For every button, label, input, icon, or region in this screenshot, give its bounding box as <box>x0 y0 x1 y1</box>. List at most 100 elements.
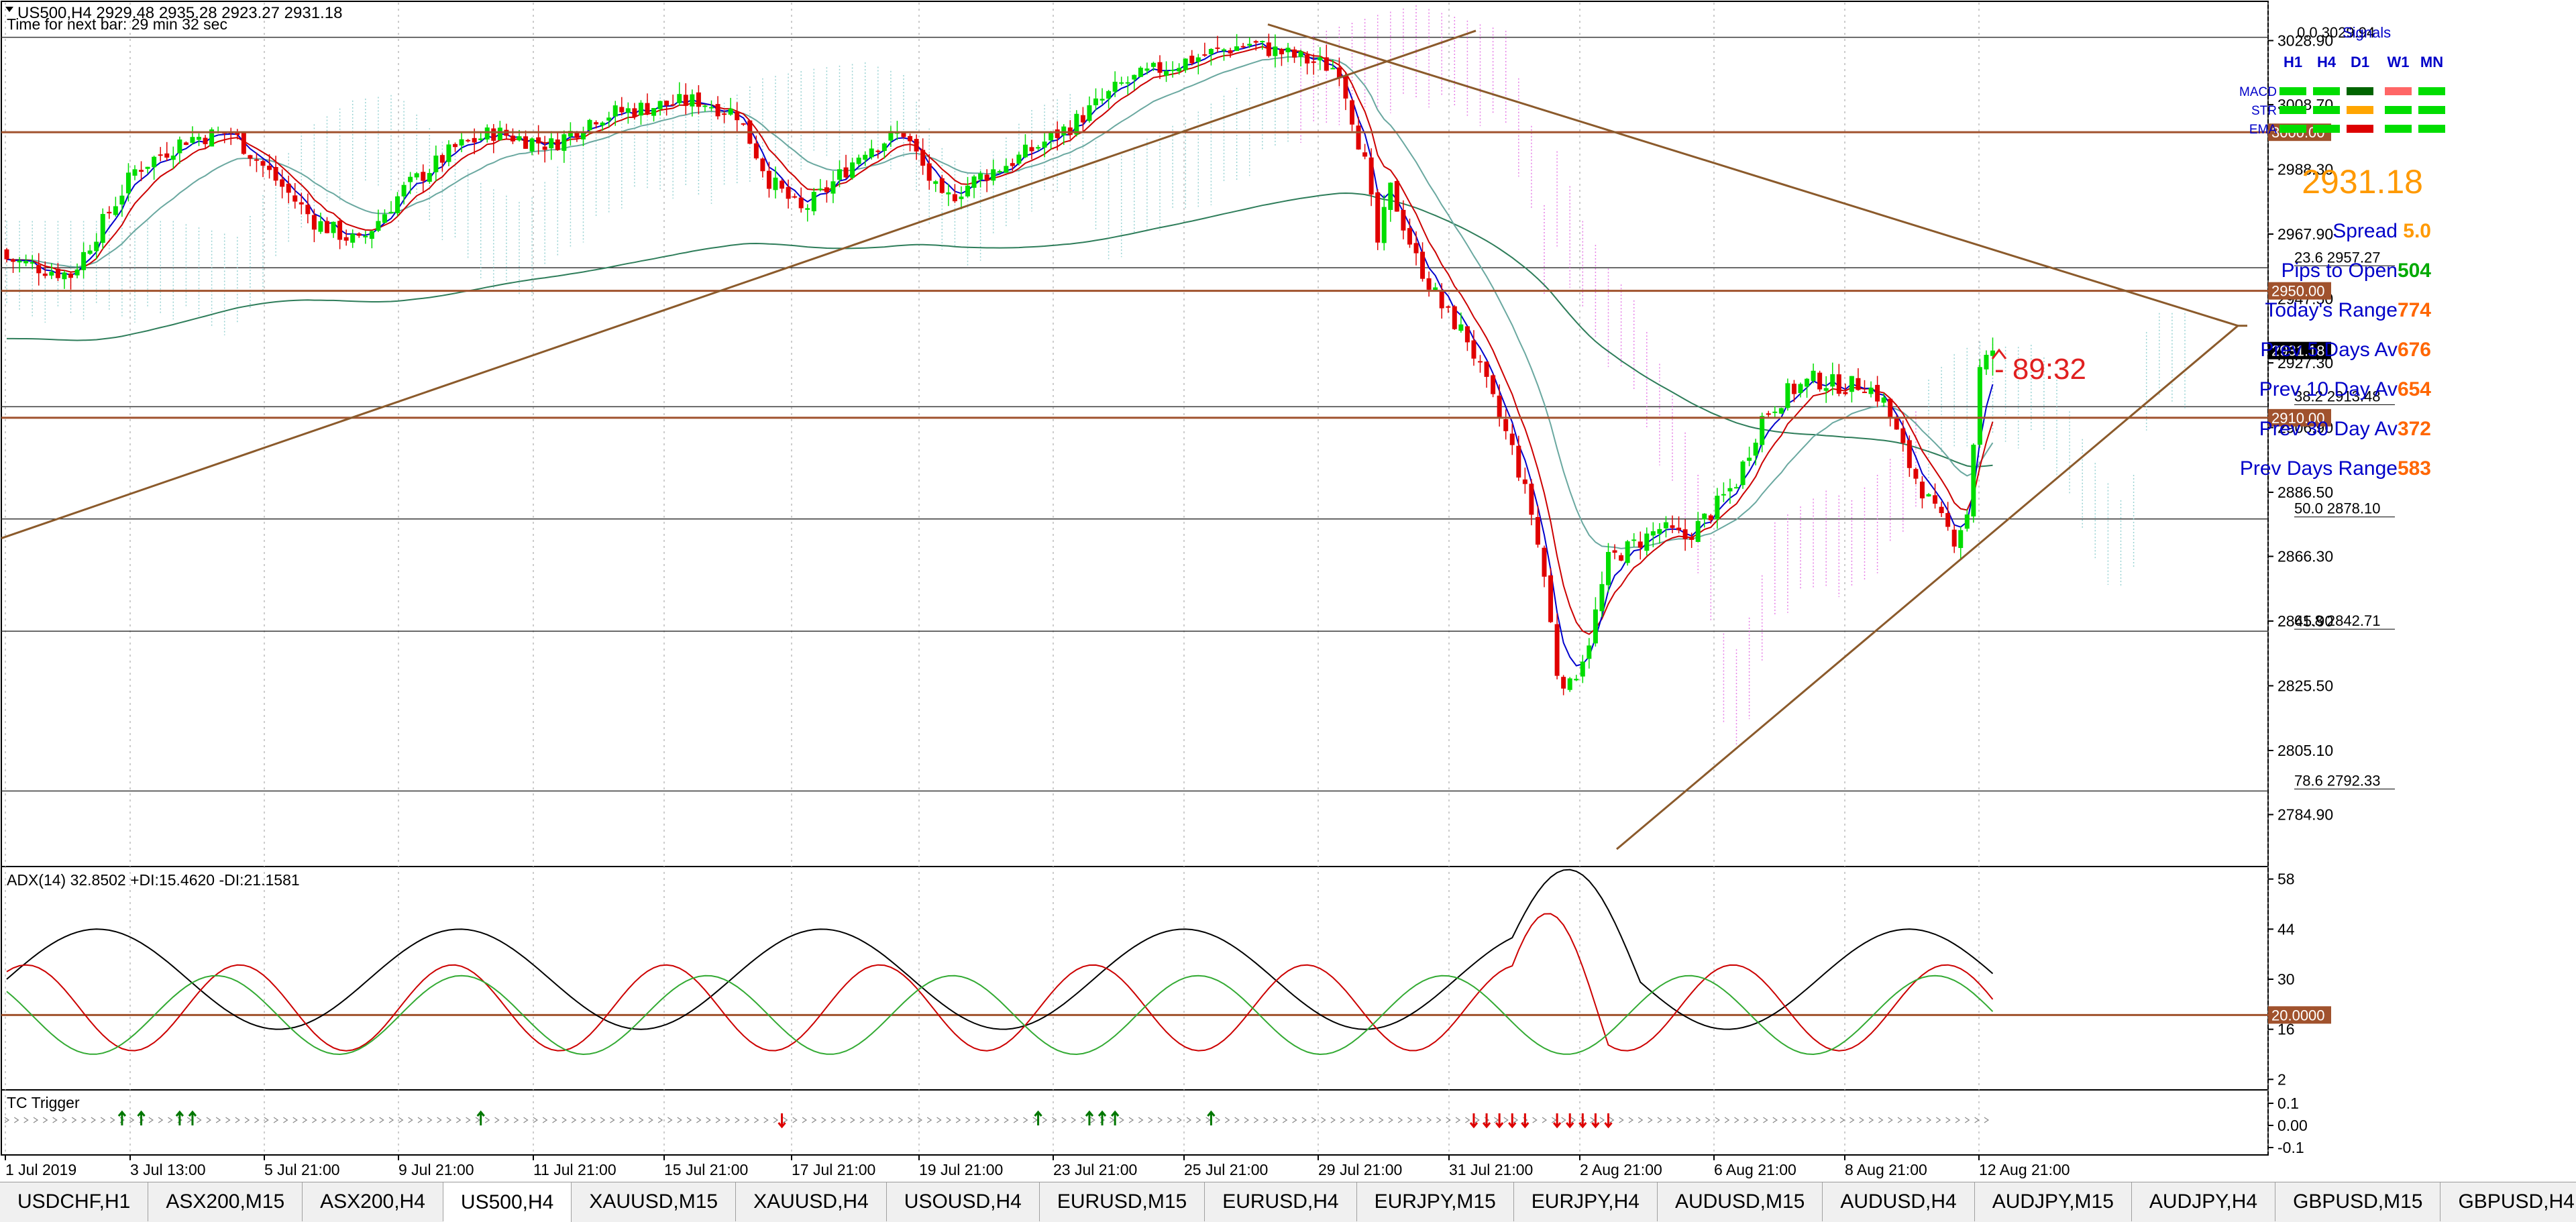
candle-body <box>1478 361 1483 363</box>
trend-line[interactable] <box>1 30 1477 539</box>
candle-body <box>1067 127 1073 135</box>
candle-body <box>1234 46 1240 51</box>
tc-tick-label: 0.1 <box>2277 1095 2299 1112</box>
candle-body <box>1919 482 1925 499</box>
sell-arrow-icon <box>1591 1113 1600 1129</box>
y-tick-label: 2967.90 <box>2277 225 2333 243</box>
candle-body <box>939 178 945 193</box>
symbol-tab[interactable]: ASX200,H4 <box>303 1182 443 1221</box>
tc-marker <box>350 1117 356 1123</box>
candle-body <box>1554 624 1560 676</box>
symbol-tab[interactable]: AUDUSD,M15 <box>1658 1182 1823 1221</box>
candle-body <box>1106 91 1112 99</box>
symbol-tab[interactable]: EURUSD,M15 <box>1040 1182 1205 1221</box>
collapse-triangle-icon[interactable] <box>5 7 13 12</box>
signal-cell <box>2347 106 2373 114</box>
tc-marker <box>821 1117 826 1123</box>
symbol-tab[interactable]: USDCHF,H1 <box>0 1182 149 1221</box>
tc-marker <box>946 1117 951 1123</box>
buy-arrow-icon <box>117 1110 127 1125</box>
tc-marker <box>4 1117 10 1123</box>
candle-body <box>36 265 42 274</box>
symbol-tab[interactable]: GBPUSD,H4 <box>2440 1182 2576 1221</box>
candle-body <box>1055 129 1060 138</box>
candle-body <box>11 259 16 262</box>
tc-marker <box>1676 1117 1682 1123</box>
candle-body <box>984 174 989 181</box>
symbol-tab[interactable]: AUDJPY,H4 <box>2132 1182 2276 1221</box>
tc-marker <box>455 1117 462 1123</box>
tc-marker <box>1984 1117 1990 1123</box>
candle-body <box>561 134 567 151</box>
symbol-tab[interactable]: AUDJPY,M15 <box>1975 1182 2132 1221</box>
candle-body <box>1298 51 1303 57</box>
symbol-tab[interactable]: XAUUSD,M15 <box>572 1182 737 1221</box>
tc-marker <box>1551 1117 1557 1123</box>
buy-arrow-icon <box>1110 1110 1120 1125</box>
candle-body <box>1849 376 1854 392</box>
candle-body <box>1183 58 1188 70</box>
x-tick-label: 3 Jul 13:00 <box>130 1161 206 1178</box>
trend-line[interactable] <box>1267 23 2239 327</box>
candle-body <box>433 155 439 172</box>
candle-body <box>1676 527 1682 531</box>
candle-body <box>1708 515 1713 520</box>
candle-body <box>1907 440 1912 468</box>
tc-marker <box>1234 1117 1240 1123</box>
candle-body <box>209 129 215 147</box>
signal-cell <box>2279 87 2306 95</box>
symbol-tab[interactable]: USOUSD,H4 <box>887 1182 1040 1221</box>
symbol-tab[interactable]: EURJPY,M15 <box>1357 1182 1514 1221</box>
tc-marker <box>1715 1117 1720 1123</box>
tc-marker <box>1090 1117 1095 1123</box>
candle-body <box>1638 541 1643 548</box>
candle-body <box>439 155 445 163</box>
candle-body <box>197 137 201 140</box>
tc-marker <box>984 1117 990 1123</box>
candle-body <box>612 105 618 117</box>
candle-body <box>62 272 67 280</box>
candle-body <box>1823 388 1829 391</box>
symbol-tab[interactable]: EURJPY,H4 <box>1514 1182 1658 1221</box>
tc-marker <box>283 1117 288 1123</box>
candle-body <box>1503 419 1509 431</box>
tc-marker <box>1013 1117 1019 1123</box>
sell-arrow-icon <box>1552 1113 1562 1129</box>
symbol-tab[interactable]: US500,H4 <box>443 1182 572 1222</box>
candle-body <box>1606 551 1611 586</box>
candle-body <box>42 273 48 276</box>
candle-body <box>267 166 272 170</box>
support-resistance-lines[interactable] <box>1 131 2268 419</box>
sell-arrow-icon <box>1566 1113 1574 1129</box>
symbol-tab[interactable]: EURUSD,H4 <box>1205 1182 1357 1221</box>
tc-marker <box>1244 1117 1250 1123</box>
tc-marker <box>975 1117 980 1123</box>
symbol-tab[interactable]: XAUUSD,H4 <box>736 1182 887 1221</box>
candle-body <box>1933 495 1938 504</box>
tc-marker <box>398 1117 404 1123</box>
timeframe-label: W1 <box>2387 54 2410 70</box>
price-chart[interactable]: 23.6 2957.27 38.2 2913.48 50.0 2878.10 61.8… <box>0 0 2576 1182</box>
tc-marker <box>1042 1117 1048 1123</box>
tc-marker <box>1648 1117 1653 1123</box>
candle-body <box>600 122 605 126</box>
tc-marker <box>965 1117 971 1123</box>
symbol-tab[interactable]: GBPUSD,M15 <box>2275 1182 2441 1221</box>
x-tick-label: 23 Jul 21:00 <box>1053 1161 1137 1178</box>
trend-lines[interactable] <box>1 23 2247 850</box>
candle-body <box>1900 428 1906 443</box>
tc-marker <box>513 1117 519 1123</box>
tc-marker <box>100 1117 106 1123</box>
buy-arrow-icon <box>1207 1110 1216 1125</box>
candle-body <box>1542 547 1547 577</box>
candle-body <box>1004 166 1009 173</box>
countdown-annotation: - 89:32 <box>1994 353 2086 386</box>
y-tick-label: 3028.90 <box>2277 32 2333 49</box>
candle-body <box>1593 609 1598 644</box>
symbol-tab[interactable]: ASX200,M15 <box>148 1182 303 1221</box>
tc-marker <box>581 1117 586 1123</box>
candle-body <box>1285 48 1291 52</box>
candle-body <box>1830 374 1835 387</box>
symbol-tab[interactable]: AUDUSD,H4 <box>1823 1182 1975 1221</box>
trend-line[interactable] <box>1616 325 2239 850</box>
